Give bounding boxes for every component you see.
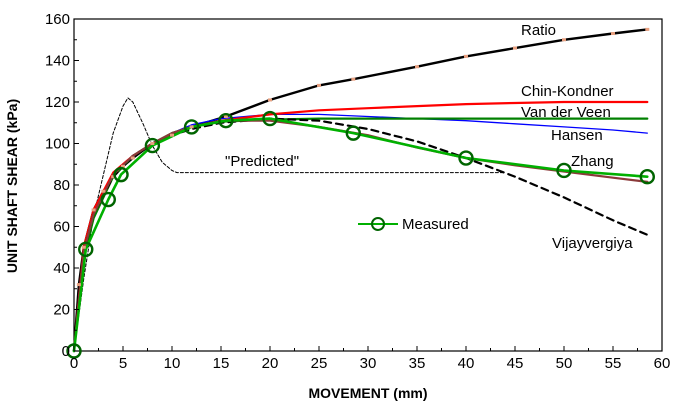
plot-frame bbox=[73, 18, 663, 352]
y-tick-label: 100 bbox=[45, 136, 70, 153]
ratio-point bbox=[464, 54, 468, 58]
measured-point bbox=[345, 125, 361, 141]
series-line-hansen bbox=[73, 113, 648, 352]
x-tick-label: 60 bbox=[654, 355, 671, 372]
legend-label: Measured bbox=[402, 216, 469, 233]
ratio-point bbox=[101, 189, 106, 193]
series-label: Ratio bbox=[521, 22, 556, 39]
series-label: Zhang bbox=[571, 153, 614, 170]
measured-point bbox=[144, 137, 161, 154]
ratio-point bbox=[562, 38, 566, 42]
measured-point bbox=[183, 119, 200, 135]
x-tick-label: 40 bbox=[458, 355, 475, 372]
series-layer bbox=[72, 28, 649, 353]
measured-point bbox=[66, 343, 82, 359]
ratio-point bbox=[76, 283, 81, 287]
y-tick-label: 40 bbox=[53, 260, 70, 277]
x-tick-label: 35 bbox=[409, 355, 426, 372]
x-tick-label: 50 bbox=[556, 355, 573, 372]
ratio-point bbox=[189, 125, 194, 129]
ratio-point bbox=[91, 208, 96, 212]
ratio-point bbox=[268, 98, 272, 102]
ratio-point bbox=[130, 156, 135, 160]
measured-point bbox=[556, 162, 572, 179]
ratio-point bbox=[111, 175, 116, 179]
ratio-point bbox=[121, 164, 125, 168]
legend-marker bbox=[371, 217, 385, 231]
measured-point bbox=[78, 241, 94, 258]
ratio-point bbox=[611, 32, 615, 36]
ratio-point bbox=[223, 115, 228, 119]
y-tick-label: 120 bbox=[45, 94, 70, 111]
y-tick-label: 160 bbox=[45, 11, 70, 28]
measured-point bbox=[262, 110, 278, 127]
axis-layer: 0 5 10 15 20 25 30 35 40 45 50 55 60 0 20 40 60 80 100 120 1… bbox=[45, 11, 670, 372]
y-tick-label: 80 bbox=[53, 177, 70, 194]
x-tick-label: 55 bbox=[605, 355, 622, 372]
ratio-point bbox=[513, 46, 517, 50]
legend-layer: Measured bbox=[358, 216, 469, 233]
series-line-predicted bbox=[73, 97, 506, 352]
ratio-point bbox=[81, 245, 86, 249]
measured-point bbox=[218, 112, 234, 129]
measured-point bbox=[100, 191, 117, 208]
series-label: "Predicted" bbox=[225, 153, 299, 170]
ratio-point bbox=[317, 83, 321, 87]
x-tick-label: 10 bbox=[164, 355, 181, 372]
series-label: Hansen bbox=[551, 127, 603, 144]
x-tick-label: 15 bbox=[213, 355, 230, 372]
ratio-point bbox=[150, 142, 155, 145]
series-label: Van der Veen bbox=[521, 104, 611, 121]
series-line-ratio bbox=[72, 28, 649, 353]
ratio-point bbox=[415, 65, 419, 69]
series-label: Vijayvergiya bbox=[552, 235, 633, 252]
ratio-point bbox=[645, 27, 650, 31]
y-tick-label: 60 bbox=[53, 219, 70, 236]
measured-point bbox=[639, 168, 655, 185]
series-line-measured bbox=[72, 117, 649, 353]
y-tick-label: 0 bbox=[62, 343, 70, 360]
x-tick-label: 20 bbox=[262, 355, 279, 372]
x-tick-label: 25 bbox=[311, 355, 328, 372]
x-tick-label: 0 bbox=[70, 355, 78, 372]
x-tick-label: 5 bbox=[119, 355, 127, 372]
y-axis-title: UNIT SHAFT SHEAR (kPa) bbox=[4, 99, 20, 273]
x-axis-title: MOVEMENT (mm) bbox=[309, 385, 428, 401]
x-tick-label: 45 bbox=[507, 355, 524, 372]
ratio-point bbox=[351, 77, 356, 81]
measured-point bbox=[113, 166, 129, 183]
ratio-point bbox=[170, 133, 174, 137]
y-tick-label: 20 bbox=[53, 302, 70, 319]
plot-border bbox=[73, 18, 663, 352]
x-tick-label: 30 bbox=[360, 355, 377, 372]
marker-layer bbox=[66, 27, 655, 359]
series-label: Chin-Kondner bbox=[521, 83, 614, 100]
y-tick-label: 140 bbox=[45, 53, 70, 70]
label-layer: Ratio Chin-Kondner Van der Veen Hansen Zhang… bbox=[225, 22, 633, 252]
measured-point bbox=[458, 150, 474, 166]
